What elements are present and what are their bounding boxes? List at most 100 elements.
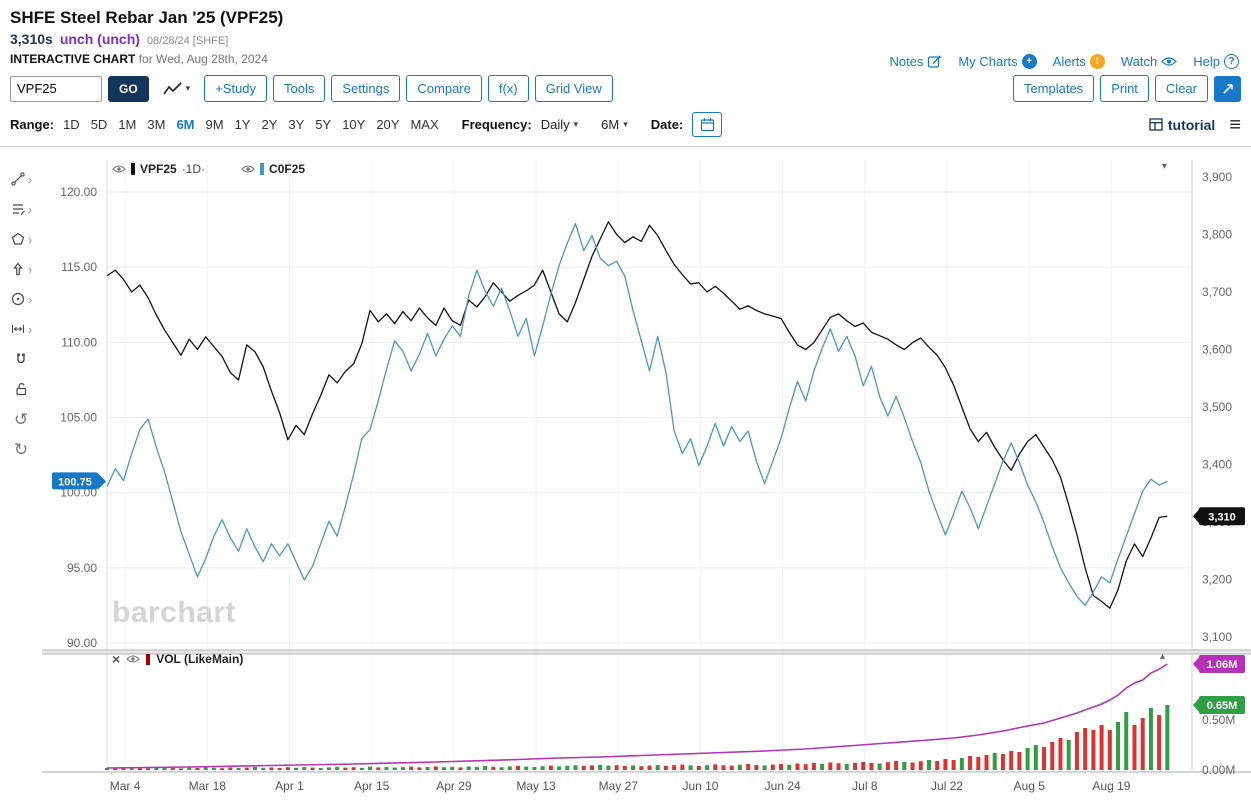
- eye-icon[interactable]: [112, 164, 126, 174]
- volume-bar-badge-arrow: [1193, 697, 1200, 713]
- range-option-1m[interactable]: 1M: [118, 117, 137, 132]
- chart-type-selector[interactable]: ▾: [163, 81, 191, 96]
- ellipse-tool[interactable]: ›: [0, 284, 42, 314]
- unlock-icon: [16, 383, 27, 396]
- collapse-volume-panel-icon[interactable]: ▴: [1160, 651, 1166, 662]
- tools-button[interactable]: Tools: [273, 75, 326, 102]
- watch-link[interactable]: Watch: [1121, 54, 1178, 69]
- collapse-main-panel-icon[interactable]: ▾: [1162, 161, 1168, 172]
- volume-bar: [507, 766, 512, 770]
- volume-bar: [524, 766, 529, 770]
- close-icon[interactable]: ×: [112, 651, 121, 667]
- settings-button[interactable]: Settings: [331, 75, 401, 102]
- calendar-button[interactable]: [692, 112, 723, 137]
- alert-circle-icon: !: [1089, 54, 1105, 69]
- go-button[interactable]: GO: [108, 75, 149, 102]
- notes-edit-icon: [928, 55, 942, 68]
- period-value: 6M: [601, 117, 620, 132]
- x-axis-label: May 13: [516, 779, 556, 793]
- range-option-5y[interactable]: 5Y: [315, 117, 332, 132]
- period-select[interactable]: 6M ▾: [601, 117, 628, 132]
- volume-ma-line: [106, 663, 1168, 769]
- volume-bar: [787, 764, 792, 770]
- volume-axis-label: 0.00M: [1202, 763, 1235, 777]
- range-option-3m[interactable]: 3M: [147, 117, 166, 132]
- redo-button[interactable]: ↻: [0, 434, 42, 464]
- volume-bar: [614, 765, 619, 770]
- section-title: INTERACTIVE CHART: [10, 52, 136, 66]
- range-option-1d[interactable]: 1D: [63, 117, 80, 132]
- eye-icon[interactable]: [241, 164, 255, 174]
- undo-button[interactable]: ↺: [0, 404, 42, 434]
- range-option-10y[interactable]: 10Y: [342, 117, 366, 132]
- left-axis-badge: [52, 472, 98, 490]
- frequency-select[interactable]: Daily ▾: [541, 117, 578, 132]
- symbol-input[interactable]: [10, 75, 102, 102]
- volume-bar: [820, 763, 825, 770]
- shapes-tool[interactable]: ›: [0, 224, 42, 254]
- lock-tool[interactable]: [0, 374, 42, 404]
- range-option-1y[interactable]: 1Y: [234, 117, 251, 132]
- series1-meta: ·1D·: [181, 162, 206, 176]
- volume-bar: [877, 763, 882, 770]
- volume-bar: [162, 767, 167, 770]
- volume-bar: [1107, 730, 1112, 770]
- x-axis-label: Aug 19: [1092, 779, 1130, 793]
- x-axis-label: Jun 10: [682, 779, 718, 793]
- chevron-down-icon: ▾: [185, 83, 191, 93]
- volume-bar: [639, 766, 644, 770]
- volume-bar: [425, 767, 430, 770]
- volume-bar: [631, 765, 636, 770]
- measure-tool[interactable]: ›: [0, 314, 42, 344]
- compare-button[interactable]: Compare: [406, 75, 482, 102]
- volume-bar: [343, 767, 348, 770]
- print-button[interactable]: Print: [1100, 75, 1149, 102]
- y-axis-right-label: 3,500: [1202, 400, 1232, 414]
- study-button[interactable]: +Study: [204, 75, 268, 102]
- range-option-max[interactable]: MAX: [410, 117, 439, 132]
- volume-bar: [203, 767, 208, 770]
- volume-bar: [178, 768, 183, 770]
- notes-link[interactable]: Notes: [889, 54, 942, 69]
- trendline-tool[interactable]: ›: [0, 164, 42, 194]
- eye-icon[interactable]: [126, 654, 140, 664]
- range-option-6m[interactable]: 6M: [176, 117, 195, 132]
- volume-legend: × VOL (LikeMain): [112, 652, 243, 666]
- annotation-tool[interactable]: ›: [0, 194, 42, 224]
- menu-icon[interactable]: ≡: [1229, 113, 1241, 136]
- arrow-tool[interactable]: ›: [0, 254, 42, 284]
- range-option-2y[interactable]: 2Y: [261, 117, 278, 132]
- volume-bar: [310, 767, 315, 770]
- range-option-20y[interactable]: 20Y: [376, 117, 400, 132]
- grid-view-button[interactable]: Grid View: [534, 75, 613, 102]
- tutorial-link[interactable]: tutorial: [1149, 117, 1215, 133]
- help-label: Help: [1193, 54, 1220, 69]
- volume-bar: [285, 767, 290, 770]
- volume-bar: [211, 767, 216, 770]
- volume-bar: [910, 762, 915, 770]
- range-option-5d[interactable]: 5D: [90, 117, 108, 132]
- my-charts-label: My Charts: [958, 54, 1018, 69]
- my-charts-link[interactable]: My Charts +: [958, 54, 1037, 69]
- volume-bar: [483, 766, 488, 770]
- clear-button[interactable]: Clear: [1154, 75, 1208, 102]
- range-option-9m[interactable]: 9M: [205, 117, 224, 132]
- function-button[interactable]: f(x): [487, 75, 529, 102]
- magnet-tool[interactable]: [0, 344, 42, 374]
- help-link[interactable]: Help ?: [1193, 54, 1239, 69]
- expand-chart-button[interactable]: [1214, 75, 1241, 102]
- templates-button[interactable]: Templates: [1012, 75, 1095, 102]
- alerts-link[interactable]: Alerts !: [1053, 54, 1105, 69]
- volume-bar: [1116, 722, 1121, 770]
- chart-plot[interactable]: 120.00115.00110.00105.00100.0095.0090.00…: [42, 146, 1251, 802]
- chevron-right-icon: ›: [27, 171, 33, 187]
- chevron-right-icon: ›: [27, 261, 33, 277]
- section-date: for Wed, Aug 28th, 2024: [138, 52, 268, 66]
- range-option-3y[interactable]: 3Y: [288, 117, 305, 132]
- volume-bar: [1017, 752, 1022, 770]
- panel-divider[interactable]: [42, 650, 1251, 654]
- magnet-icon: [17, 353, 25, 364]
- chevron-right-icon: ›: [27, 321, 33, 337]
- volume-bar: [713, 764, 718, 770]
- volume-bar: [663, 765, 668, 770]
